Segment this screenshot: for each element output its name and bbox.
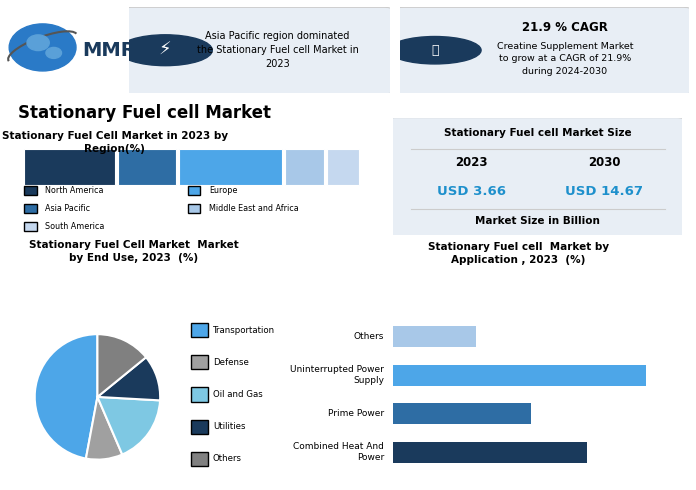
Text: Creatine Supplement Market
to grow at a CAGR of 21.9%
during 2024-2030: Creatine Supplement Market to grow at a … [496, 42, 633, 76]
Circle shape [118, 35, 212, 66]
FancyBboxPatch shape [327, 149, 359, 185]
Text: 2030: 2030 [588, 156, 620, 170]
Text: Asia Pacific: Asia Pacific [45, 204, 90, 213]
Circle shape [9, 24, 76, 71]
Circle shape [27, 35, 49, 50]
Text: Defense: Defense [213, 358, 249, 367]
FancyBboxPatch shape [191, 323, 208, 337]
Text: Others: Others [354, 332, 384, 341]
Text: 🔥: 🔥 [431, 44, 438, 57]
Text: ⚡: ⚡ [159, 41, 172, 59]
Bar [393, 441, 587, 463]
Text: Others: Others [213, 454, 242, 464]
Wedge shape [97, 334, 146, 397]
FancyBboxPatch shape [24, 221, 36, 231]
Text: Europe: Europe [209, 186, 237, 195]
Wedge shape [97, 397, 160, 455]
Text: MMR: MMR [83, 41, 136, 60]
FancyBboxPatch shape [395, 7, 692, 94]
Text: Utilities: Utilities [213, 422, 246, 431]
FancyBboxPatch shape [188, 186, 200, 195]
FancyBboxPatch shape [388, 118, 685, 236]
Bar [393, 326, 476, 347]
FancyBboxPatch shape [191, 355, 208, 369]
Text: USD 3.66: USD 3.66 [436, 185, 506, 197]
Text: Stationary Fuel cell  Market by
Application , 2023  (%): Stationary Fuel cell Market by Applicati… [428, 242, 609, 265]
Circle shape [46, 48, 61, 58]
Text: North America: North America [45, 186, 104, 195]
FancyBboxPatch shape [124, 7, 393, 94]
Text: 2023: 2023 [455, 156, 487, 170]
FancyBboxPatch shape [179, 149, 283, 185]
FancyBboxPatch shape [191, 419, 208, 434]
Text: Asia Pacific region dominated
the Stationary Fuel cell Market in
2023: Asia Pacific region dominated the Statio… [196, 31, 358, 69]
Text: Uninterrupted Power
Supply: Uninterrupted Power Supply [290, 365, 384, 385]
Text: Prime Power: Prime Power [328, 409, 384, 418]
FancyBboxPatch shape [285, 149, 324, 185]
FancyBboxPatch shape [191, 452, 208, 466]
FancyBboxPatch shape [24, 204, 36, 213]
Circle shape [388, 36, 481, 64]
Text: Stationary Fuel cell Market: Stationary Fuel cell Market [18, 104, 271, 122]
Text: Stationary Fuel cell Market Size: Stationary Fuel cell Market Size [444, 128, 631, 138]
Text: Combined Heat And
Power: Combined Heat And Power [293, 442, 384, 462]
Text: Stationary Fuel Cell Market  Market
by End Use, 2023  (%): Stationary Fuel Cell Market Market by En… [29, 240, 239, 263]
Text: Middle East and Africa: Middle East and Africa [209, 204, 299, 213]
FancyBboxPatch shape [24, 149, 115, 185]
Text: Market Size in Billion: Market Size in Billion [475, 217, 600, 226]
Text: South America: South America [45, 222, 104, 231]
Bar [393, 365, 647, 386]
Text: Stationary Fuel Cell Market in 2023 by
Region(%): Stationary Fuel Cell Market in 2023 by R… [2, 131, 228, 154]
Text: USD 14.67: USD 14.67 [565, 185, 643, 197]
FancyBboxPatch shape [24, 186, 36, 195]
Wedge shape [97, 357, 160, 400]
Text: 21.9 % CAGR: 21.9 % CAGR [522, 22, 608, 34]
Wedge shape [86, 397, 122, 460]
Bar [393, 403, 531, 424]
FancyBboxPatch shape [118, 149, 176, 185]
FancyBboxPatch shape [188, 204, 200, 213]
Text: Oil and Gas: Oil and Gas [213, 390, 262, 399]
FancyBboxPatch shape [191, 388, 208, 402]
Wedge shape [35, 334, 97, 459]
Text: Transportation: Transportation [213, 326, 275, 335]
